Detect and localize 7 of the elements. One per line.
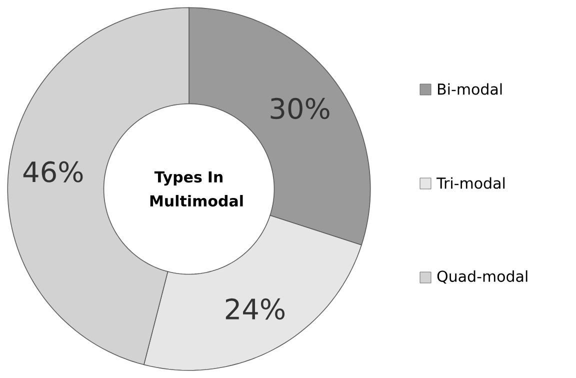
- legend-label: Tri-modal: [436, 177, 505, 189]
- text: Types In Multimodal: [150, 171, 243, 207]
- legend-label: Bi-modal: [438, 83, 502, 95]
- data-label: 46%: [23, 161, 83, 182]
- data-label: 30%: [270, 98, 330, 120]
- legend-label: Quad-modal: [437, 270, 528, 284]
- data-label: 24%: [226, 298, 285, 320]
